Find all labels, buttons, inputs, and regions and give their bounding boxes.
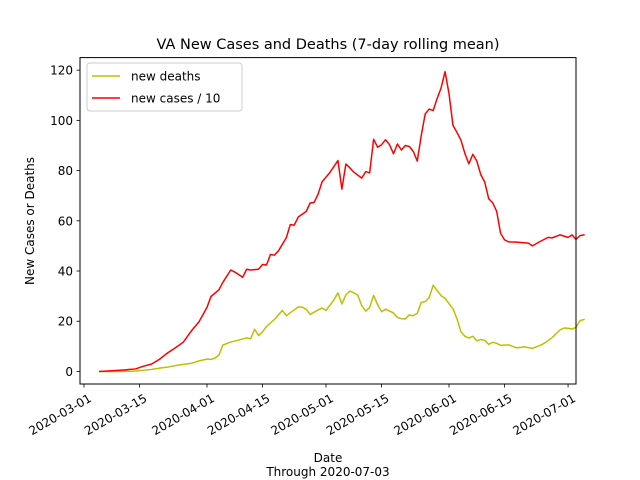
- y-axis: 0 20 40 60 80 100 120: [50, 64, 80, 379]
- y-tick-label: 100: [50, 114, 73, 128]
- x-axis-label: Date: [314, 451, 343, 465]
- legend-label-new-deaths: new deaths: [131, 70, 201, 84]
- y-axis-label: New Cases or Deaths: [23, 157, 37, 285]
- legend-box: [86, 62, 243, 112]
- y-tick-label: 60: [58, 214, 73, 228]
- y-tick-label: 0: [65, 365, 73, 379]
- x-axis-sublabel: Through 2020-07-03: [265, 465, 389, 479]
- plot-background: [80, 57, 576, 384]
- y-tick-label: 120: [50, 64, 73, 78]
- series-line-new-deaths: [99, 284, 585, 373]
- series-line-new-cases-10: [99, 70, 585, 373]
- legend: new deaths new cases / 10: [86, 62, 243, 112]
- y-tick-label: 40: [58, 265, 73, 279]
- legend-label-new-cases: new cases / 10: [131, 92, 220, 106]
- chart-title: VA New Cases and Deaths (7-day rolling m…: [156, 37, 499, 53]
- series-layer: [99, 70, 585, 373]
- y-tick-label: 80: [58, 164, 73, 178]
- plot-area: [79, 57, 585, 385]
- y-tick-label: 20: [58, 315, 73, 329]
